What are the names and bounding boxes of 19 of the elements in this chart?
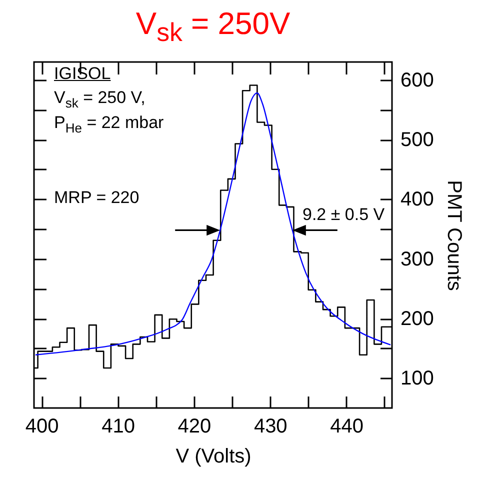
x-tick-label: 410	[102, 416, 135, 438]
y-tick-label: 500	[400, 129, 434, 152]
x-tick-label: 430	[254, 416, 288, 438]
annotation: V$_{sk}$ = 250 V,	[54, 88, 146, 112]
x-tick-label: 420	[178, 416, 212, 438]
x-axis-title: V (Volts)	[176, 446, 252, 468]
annotation: 9.2 ± 0.5 V	[302, 205, 386, 224]
annotation: MRP = 220	[54, 188, 140, 208]
y-tick-label: 300	[400, 248, 434, 270]
y-tick-label: 200	[400, 308, 434, 330]
x-tick-label: 440	[330, 416, 364, 438]
annotation: IGISOL	[54, 64, 111, 84]
y-axis-title: PMT Counts	[442, 180, 465, 291]
y-tick-label: 100	[400, 368, 434, 390]
y-tick-label: 400	[400, 188, 434, 211]
y-tick-label: 600	[400, 69, 434, 92]
annotation: P$_{He}$ = 22 mbar	[54, 113, 164, 138]
chart-title: V$_{sk}$ = 250V	[134, 5, 292, 50]
x-tick-label: 400	[25, 416, 59, 438]
